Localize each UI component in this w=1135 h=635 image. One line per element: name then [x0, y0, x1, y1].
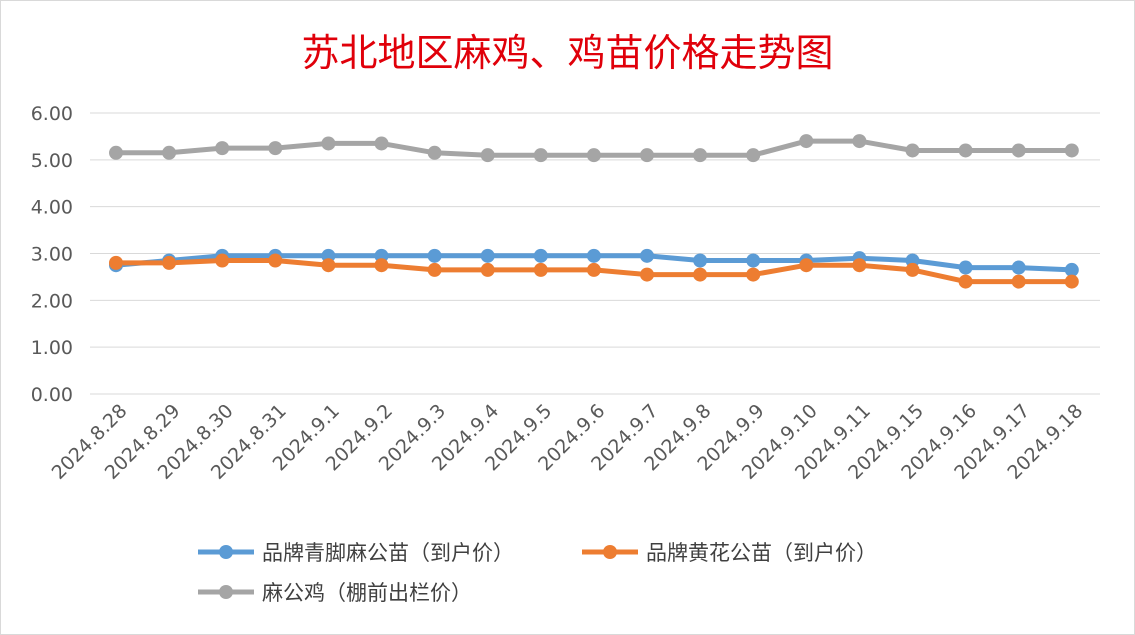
- data-point: [905, 262, 920, 277]
- legend: 品牌青脚麻公苗（到户价） 品牌黄花公苗（到户价） 麻公鸡（棚前出栏价）: [198, 541, 877, 605]
- legend-swatch-marker: [219, 585, 233, 599]
- legend-label: 麻公鸡（棚前出栏价）: [262, 581, 472, 605]
- y-tick-label: 2.00: [31, 290, 73, 312]
- data-point: [533, 248, 548, 263]
- legend-swatch-marker: [603, 545, 617, 559]
- data-point: [852, 258, 867, 273]
- data-point: [586, 248, 601, 263]
- y-axis-ticks: 0.00 1.00 2.00 3.00 4.00 5.00 6.00: [31, 103, 73, 406]
- data-point: [958, 260, 973, 275]
- x-axis-ticks: 2024.8.282024.8.292024.8.302024.8.312024…: [48, 400, 1088, 484]
- data-point: [693, 148, 708, 163]
- chart-title: 苏北地区麻鸡、鸡苗价格走势图: [301, 31, 834, 75]
- data-point: [109, 145, 123, 160]
- data-point: [799, 258, 814, 273]
- data-point: [640, 148, 654, 163]
- y-tick-label: 0.00: [31, 384, 73, 406]
- data-point: [162, 255, 177, 270]
- data-point: [1064, 274, 1079, 289]
- data-point: [640, 248, 654, 263]
- data-point: [480, 148, 495, 163]
- data-point: [799, 134, 814, 149]
- legend-label: 品牌黄花公苗（到户价）: [646, 541, 877, 565]
- data-point: [1064, 262, 1079, 277]
- data-point: [215, 253, 230, 268]
- y-tick-label: 5.00: [31, 150, 73, 172]
- data-point: [480, 262, 495, 277]
- data-point: [268, 253, 283, 268]
- data-point: [533, 262, 548, 277]
- data-point: [693, 267, 708, 282]
- y-tick-label: 4.00: [31, 197, 73, 219]
- legend-label: 品牌青脚麻公苗（到户价）: [262, 541, 514, 565]
- data-point: [533, 148, 548, 163]
- data-point: [427, 248, 442, 263]
- data-point: [480, 248, 495, 263]
- data-point: [321, 258, 336, 273]
- data-point: [693, 253, 708, 268]
- data-point: [586, 262, 601, 277]
- data-point: [586, 148, 601, 163]
- data-point: [1011, 260, 1026, 275]
- y-tick-label: 6.00: [31, 103, 73, 125]
- data-point: [162, 145, 177, 160]
- data-point: [958, 274, 973, 289]
- data-point: [427, 145, 442, 160]
- data-point: [268, 141, 283, 156]
- data-point: [852, 134, 867, 149]
- data-point: [1064, 143, 1079, 158]
- data-point: [215, 141, 230, 156]
- data-point: [640, 267, 654, 282]
- data-point: [109, 255, 123, 270]
- data-point: [1011, 143, 1026, 158]
- data-point: [374, 136, 389, 151]
- data-point: [958, 143, 973, 158]
- data-point: [374, 258, 389, 273]
- series-points: [109, 134, 1079, 289]
- data-point: [746, 267, 761, 282]
- data-point: [746, 148, 761, 163]
- y-tick-label: 3.00: [31, 244, 73, 266]
- data-point: [427, 262, 442, 277]
- data-point: [321, 136, 336, 151]
- data-point: [746, 253, 761, 268]
- y-tick-label: 1.00: [31, 337, 73, 359]
- legend-swatch-marker: [219, 545, 233, 559]
- data-point: [1011, 274, 1026, 289]
- data-point: [905, 143, 920, 158]
